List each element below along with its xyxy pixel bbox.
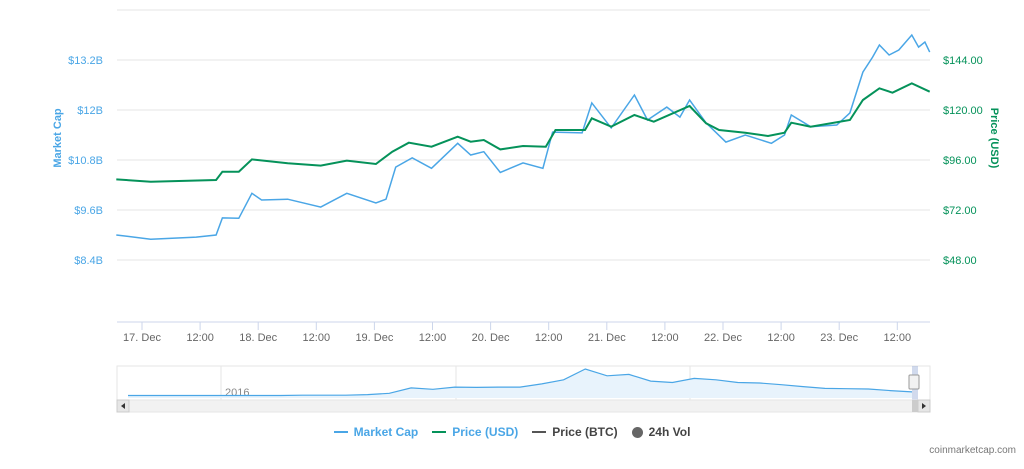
x-tick-label: 12:00	[767, 332, 795, 344]
right-tick-label: $144.00	[943, 55, 983, 67]
x-tick-label: 12:00	[884, 332, 912, 344]
legend-swatch	[432, 431, 447, 433]
right-tick-label: $72.00	[943, 205, 977, 217]
legend-item-24h-vol[interactable]: 24h Vol	[631, 425, 691, 439]
legend-label: Price (BTC)	[552, 425, 618, 439]
x-tick-label: 12:00	[419, 332, 447, 344]
series-lines	[116, 33, 931, 240]
left-tick-label: $13.2B	[68, 55, 103, 67]
x-tick-label: 19. Dec	[355, 332, 393, 344]
legend-item-price-usd[interactable]: Price (USD)	[432, 425, 518, 439]
series-line-market-cap	[116, 33, 931, 240]
legend-item-price-btc[interactable]: Price (BTC)	[532, 425, 618, 439]
arrow-right-icon	[922, 403, 926, 409]
x-axis-ticks: 17. Dec 12:00 18. Dec 12:00 19. Dec 12:00 20. …	[123, 322, 911, 344]
right-tick-label: $120.00	[943, 105, 983, 117]
x-tick-label: 22. Dec	[704, 332, 742, 344]
x-tick-label: 12:00	[651, 332, 679, 344]
right-axis-label: Price (USD)	[988, 108, 1000, 169]
legend-label: Price (USD)	[452, 425, 519, 439]
navigator-area-fill	[128, 369, 912, 398]
x-tick-label: 17. Dec	[123, 332, 161, 344]
x-tick-label: 12:00	[186, 332, 214, 344]
x-tick-label: 20. Dec	[472, 332, 510, 344]
navigator[interactable]: 201620172018	[116, 365, 931, 413]
legend-swatch	[532, 431, 547, 433]
credit-link[interactable]: coinmarketcap.com	[929, 445, 1016, 456]
left-axis-ticks: $8.4B $9.6B $10.8B $12B $13.2B	[68, 55, 103, 267]
left-axis-label: Market Cap	[52, 108, 64, 168]
arrow-left-icon	[121, 403, 125, 409]
left-tick-label: $10.8B	[68, 155, 103, 167]
left-tick-label: $8.4B	[74, 255, 103, 267]
navigator-line	[128, 368, 913, 397]
x-tick-label: 21. Dec	[588, 332, 626, 344]
right-axis-ticks: $48.00 $72.00 $96.00 $120.00 $144.00	[943, 55, 983, 267]
right-tick-label: $48.00	[943, 255, 977, 267]
x-tick-label: 18. Dec	[239, 332, 277, 344]
left-tick-label: $12B	[77, 105, 103, 117]
x-tick-label: 23. Dec	[820, 332, 858, 344]
legend-circle-icon	[631, 426, 643, 438]
legend-label: 24h Vol	[648, 425, 691, 439]
left-tick-label: $9.6B	[74, 205, 103, 217]
navigator-handle[interactable]	[908, 374, 920, 390]
x-tick-label: 12:00	[303, 332, 331, 344]
legend: Market Cap Price (USD) Price (BTC) 24h V…	[0, 425, 1024, 439]
scrollbar-track[interactable]	[116, 399, 931, 413]
scrollbar-thumb[interactable]	[912, 400, 918, 412]
legend-swatch	[333, 431, 348, 433]
right-tick-label: $96.00	[943, 155, 977, 167]
series-line-price-usd-	[116, 82, 931, 183]
legend-label: Market Cap	[353, 425, 419, 439]
x-tick-label: 12:00	[535, 332, 563, 344]
gridlines	[117, 9, 930, 323]
legend-item-market-cap[interactable]: Market Cap	[333, 425, 419, 439]
